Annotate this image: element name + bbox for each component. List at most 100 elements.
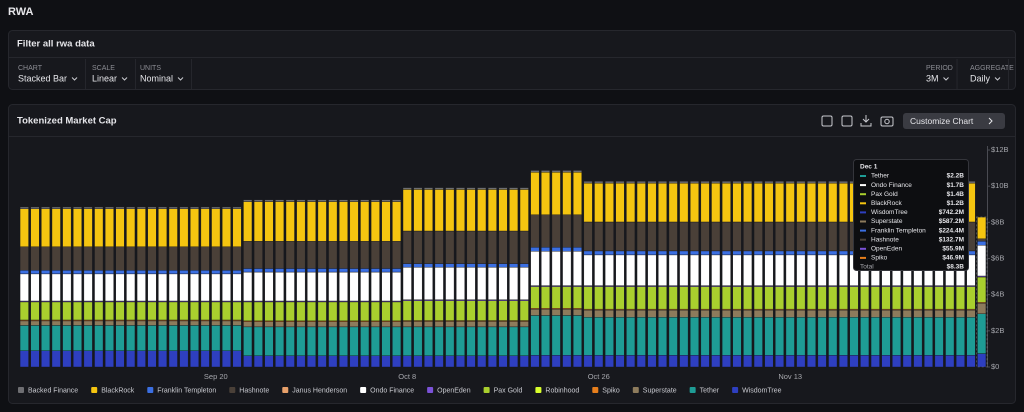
camera-icon[interactable] xyxy=(880,116,894,127)
bar-segment xyxy=(221,320,231,326)
bar-segment xyxy=(179,350,189,368)
bar-segment xyxy=(775,181,785,184)
bar-segment xyxy=(573,308,582,316)
bar-segment xyxy=(924,286,933,310)
bar-segment xyxy=(626,309,636,318)
bar-segment xyxy=(328,321,338,328)
chevron-down xyxy=(177,77,184,81)
legend-label[interactable]: Spiko xyxy=(602,387,620,394)
bar-segment xyxy=(775,182,785,223)
bar-segment xyxy=(828,254,838,286)
bar-segment xyxy=(115,270,125,275)
bar-segment xyxy=(785,286,795,310)
bar-segment xyxy=(551,172,561,215)
bar-segment xyxy=(168,320,178,326)
bar-segment xyxy=(615,286,625,310)
bar-segment xyxy=(924,317,933,356)
legend-label[interactable]: Hashnote xyxy=(239,387,269,394)
bar-segment xyxy=(168,208,178,247)
bar-segment xyxy=(583,309,593,318)
legend-label[interactable]: Franklin Templeton xyxy=(157,387,216,394)
tooltip-value: $55.9M xyxy=(942,246,964,253)
bar-segment xyxy=(115,246,125,271)
bar-segment xyxy=(147,208,157,247)
bar-segment xyxy=(445,263,455,268)
bar-segment xyxy=(62,320,72,326)
legend-swatch[interactable] xyxy=(229,387,236,393)
bar-segment xyxy=(381,268,391,273)
bar-segment xyxy=(211,320,221,326)
bar-segment xyxy=(955,355,965,368)
bar-segment xyxy=(753,254,763,286)
bar-segment xyxy=(370,326,380,356)
legend-swatch[interactable] xyxy=(282,387,289,393)
tooltip-series: Hashnote xyxy=(871,236,899,243)
bar-segment xyxy=(977,353,987,368)
legend-label[interactable]: BlackRock xyxy=(101,387,135,394)
legend-label[interactable]: Robinhood xyxy=(545,387,579,394)
bar-segment xyxy=(349,268,359,273)
legend-label[interactable]: Backed Finance xyxy=(28,387,78,394)
legend-swatch[interactable] xyxy=(592,387,599,393)
bar-segment xyxy=(615,254,625,286)
bar-segment xyxy=(307,326,316,356)
bar-segment xyxy=(807,182,816,223)
bar-segment xyxy=(892,317,902,356)
legend-swatch[interactable] xyxy=(632,387,639,393)
legend-label[interactable]: Ondo Finance xyxy=(370,387,414,394)
legend-label[interactable]: Pax Gold xyxy=(494,387,523,394)
bar-segment xyxy=(551,308,561,316)
bar-segment xyxy=(190,273,199,302)
legend-swatch[interactable] xyxy=(483,387,490,393)
bar-segment xyxy=(232,350,242,368)
bar-segment xyxy=(551,355,561,368)
bar-segment xyxy=(487,355,497,368)
legend-label[interactable]: Janus Henderson xyxy=(292,387,347,394)
download-icon[interactable] xyxy=(860,115,872,127)
bar-segment xyxy=(477,326,487,356)
legend-swatch[interactable] xyxy=(18,387,24,393)
table-icon[interactable] xyxy=(841,115,853,127)
legend-swatch[interactable] xyxy=(91,387,98,393)
tooltip-series: OpenEden xyxy=(871,246,902,253)
legend-swatch[interactable] xyxy=(427,387,434,393)
bar-segment xyxy=(264,326,274,356)
bar-segment xyxy=(530,214,540,248)
bar-segment xyxy=(743,254,753,286)
legend-swatch[interactable] xyxy=(535,387,542,393)
embed-icon[interactable] xyxy=(821,115,833,127)
bar-segment xyxy=(115,208,125,247)
legend-label[interactable]: OpenEden xyxy=(437,387,471,394)
legend-label[interactable]: Superstate xyxy=(643,387,677,394)
bar-segment xyxy=(466,321,476,328)
bar-segment xyxy=(509,326,519,356)
bar-segment xyxy=(838,355,848,368)
bar-segment xyxy=(381,241,391,269)
legend-label[interactable]: Tether xyxy=(700,387,720,394)
bar-segment xyxy=(307,199,316,202)
bar-segment xyxy=(498,321,508,328)
legend-label[interactable]: WisdomTree xyxy=(742,387,782,394)
bar-segment xyxy=(838,250,848,256)
bar-segment xyxy=(62,350,72,368)
bar-segment xyxy=(807,254,816,286)
bar-segment xyxy=(30,206,40,209)
bar-segment xyxy=(360,326,370,356)
bar-segment xyxy=(562,251,572,286)
legend-swatch[interactable] xyxy=(147,387,154,393)
bar-segment xyxy=(573,170,582,173)
bar-segment xyxy=(764,181,774,184)
bar-segment xyxy=(392,301,402,322)
legend-swatch[interactable] xyxy=(360,387,367,393)
bar-segment xyxy=(83,246,93,271)
bar-segment xyxy=(594,182,604,223)
bar-segment xyxy=(551,170,561,173)
tooltip-value: $1.7B xyxy=(947,182,965,189)
bar-segment xyxy=(583,286,593,310)
legend-swatch[interactable] xyxy=(689,387,696,393)
customize-button[interactable] xyxy=(903,113,1005,129)
legend-swatch[interactable] xyxy=(732,387,739,393)
bar-segment xyxy=(328,268,338,273)
bar-segment xyxy=(924,355,933,368)
